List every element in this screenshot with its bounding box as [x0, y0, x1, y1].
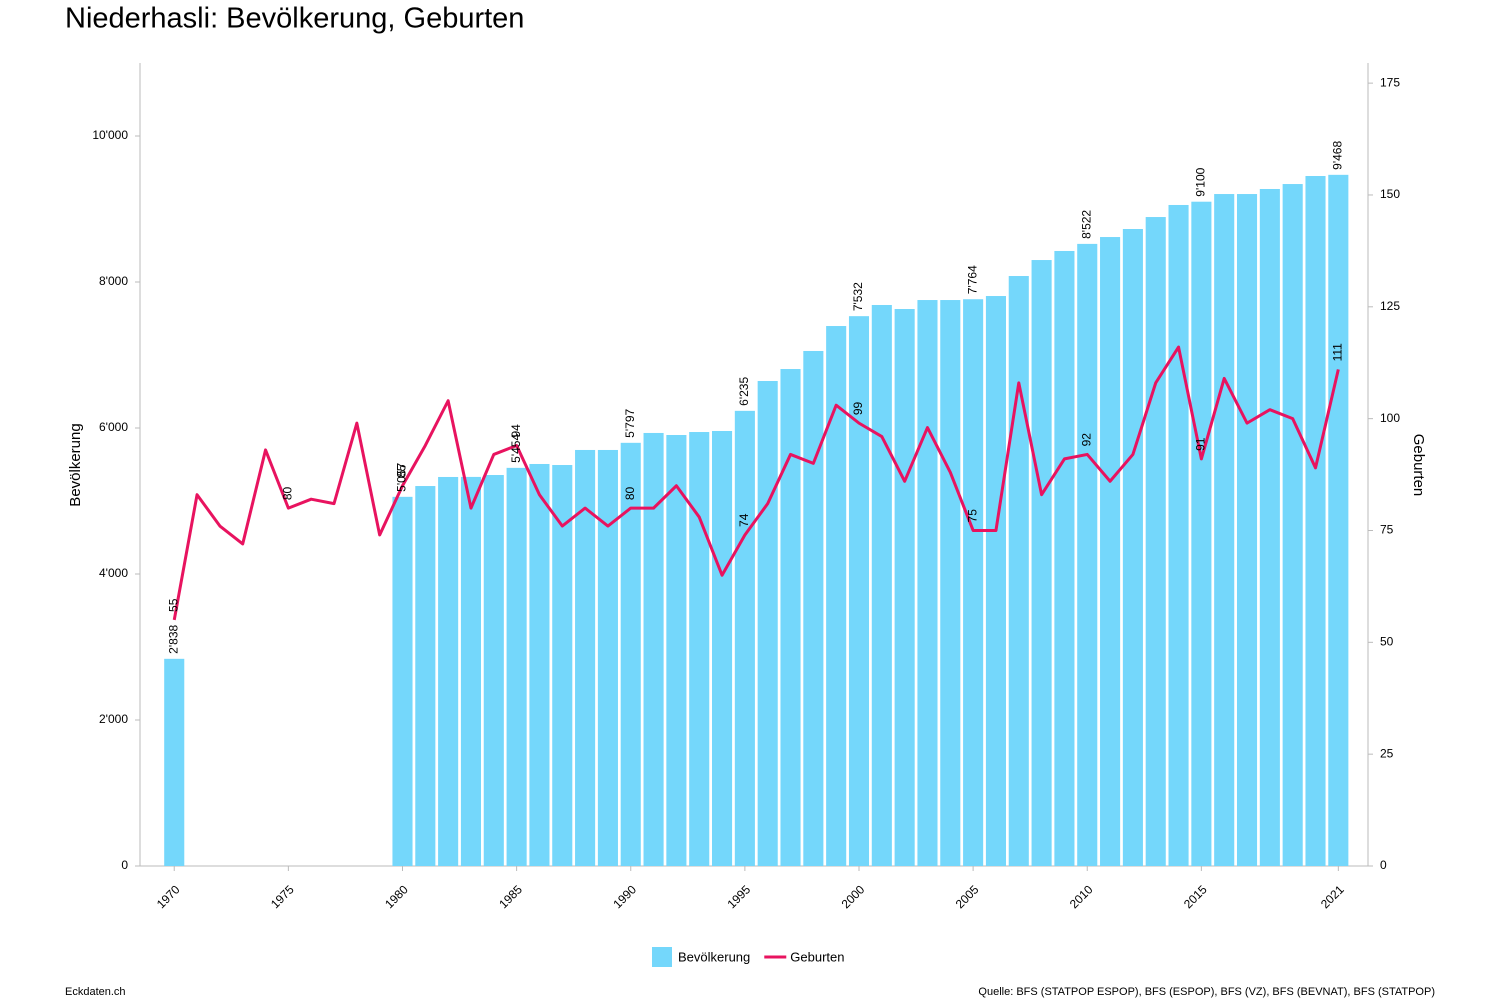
- data-label: 111: [1330, 343, 1344, 362]
- x-tick-label: 2015: [1181, 882, 1210, 911]
- bar: [529, 463, 550, 866]
- data-label: 74: [737, 513, 751, 527]
- data-label: 55: [166, 598, 180, 612]
- bar: [963, 299, 984, 866]
- bar: [1008, 276, 1029, 866]
- x-tick-label: 2005: [953, 882, 982, 911]
- bar: [712, 430, 733, 866]
- y2-tick-label: 175: [1380, 75, 1400, 89]
- bar: [1328, 174, 1349, 866]
- bar: [917, 300, 938, 866]
- y-tick-label: 2'000: [99, 712, 128, 726]
- bar: [826, 326, 847, 866]
- y-tick-label: 4'000: [99, 566, 128, 580]
- bar: [460, 476, 482, 866]
- x-tick-label: 1970: [154, 882, 183, 911]
- data-label: 85: [395, 464, 409, 478]
- bar: [1214, 194, 1235, 866]
- data-label: 80: [281, 486, 295, 500]
- bar: [597, 449, 618, 866]
- bar: [757, 380, 778, 866]
- bar: [1031, 260, 1052, 867]
- bar: [1100, 237, 1121, 867]
- bar: [1282, 184, 1303, 866]
- data-label: 5'797: [623, 409, 637, 438]
- bar: [643, 432, 664, 866]
- data-label: 2'838: [166, 625, 180, 654]
- bar: [803, 350, 824, 866]
- data-label: 91: [1194, 437, 1208, 451]
- y2-tick-label: 150: [1380, 187, 1400, 201]
- data-label: 5'454: [509, 434, 523, 463]
- bar: [506, 467, 527, 866]
- bar: [552, 465, 573, 866]
- bar: [1259, 188, 1280, 867]
- data-label: 9'468: [1330, 141, 1344, 170]
- x-tick-label: 2000: [839, 882, 868, 911]
- y2-axis-title: Geburten: [1410, 434, 1427, 497]
- bar: [415, 486, 436, 866]
- bar: [894, 309, 915, 866]
- x-tick-label: 1990: [610, 882, 639, 911]
- y2-tick-label: 50: [1380, 634, 1394, 648]
- bar: [1305, 176, 1326, 866]
- data-label: 9'100: [1194, 167, 1208, 196]
- bar: [1077, 243, 1098, 867]
- bar: [780, 369, 801, 866]
- y-tick-label: 10'000: [92, 128, 128, 142]
- x-tick-label: 2021: [1318, 882, 1347, 911]
- x-tick-label: 1980: [382, 882, 411, 911]
- bar: [620, 442, 641, 866]
- data-label: 99: [851, 401, 865, 415]
- y2-tick-label: 125: [1380, 299, 1400, 313]
- line: [172, 345, 1340, 621]
- bar: [689, 432, 710, 866]
- bar: [164, 658, 185, 866]
- bar: [734, 410, 755, 866]
- bar: [575, 449, 596, 866]
- y2-tick-label: 25: [1380, 746, 1394, 760]
- bar: [438, 476, 459, 866]
- bar: [848, 316, 870, 866]
- footer-left: Eckdaten.ch: [65, 986, 126, 998]
- x-tick-label: 1975: [268, 882, 297, 911]
- bar: [1054, 250, 1075, 867]
- x-tick-label: 1985: [496, 882, 525, 911]
- bar: [1168, 204, 1189, 867]
- y2-tick-label: 100: [1380, 411, 1400, 425]
- bar: [1236, 194, 1258, 866]
- bar: [483, 475, 504, 866]
- data-label: 5'057: [395, 463, 409, 492]
- bar: [392, 496, 413, 866]
- bar: [1191, 201, 1212, 866]
- bar: [985, 296, 1006, 866]
- x-tick-label: 2010: [1067, 882, 1096, 911]
- legend-swatch: [652, 947, 672, 967]
- data-label: 94: [509, 424, 523, 438]
- y2-tick-label: 0: [1380, 858, 1387, 872]
- data-label: 92: [1079, 433, 1093, 447]
- data-label: 6'235: [737, 377, 751, 406]
- bar: [1122, 229, 1143, 866]
- data-label: 75: [965, 509, 979, 523]
- data-label: 8'522: [1079, 210, 1093, 239]
- bar: [871, 304, 892, 866]
- y2-tick-label: 75: [1380, 523, 1394, 537]
- data-label: 80: [623, 486, 637, 500]
- bar: [940, 300, 961, 866]
- legend-label: Bevölkerung: [678, 949, 750, 964]
- data-label: 7'532: [851, 282, 865, 311]
- bar: [666, 435, 687, 866]
- chart-title: Niederhasli: Bevölkerung, Geburten: [65, 3, 524, 35]
- bar: [1145, 217, 1166, 866]
- y-tick-label: 0: [121, 858, 128, 872]
- y-tick-label: 8'000: [99, 274, 128, 288]
- x-tick-label: 1995: [724, 882, 753, 911]
- y-tick-label: 6'000: [99, 420, 128, 434]
- legend-label: Geburten: [790, 949, 844, 964]
- data-label: 7'764: [965, 265, 979, 294]
- footer-right: Quelle: BFS (STATPOP ESPOP), BFS (ESPOP)…: [978, 986, 1435, 998]
- y-axis-title: Bevölkerung: [67, 423, 84, 506]
